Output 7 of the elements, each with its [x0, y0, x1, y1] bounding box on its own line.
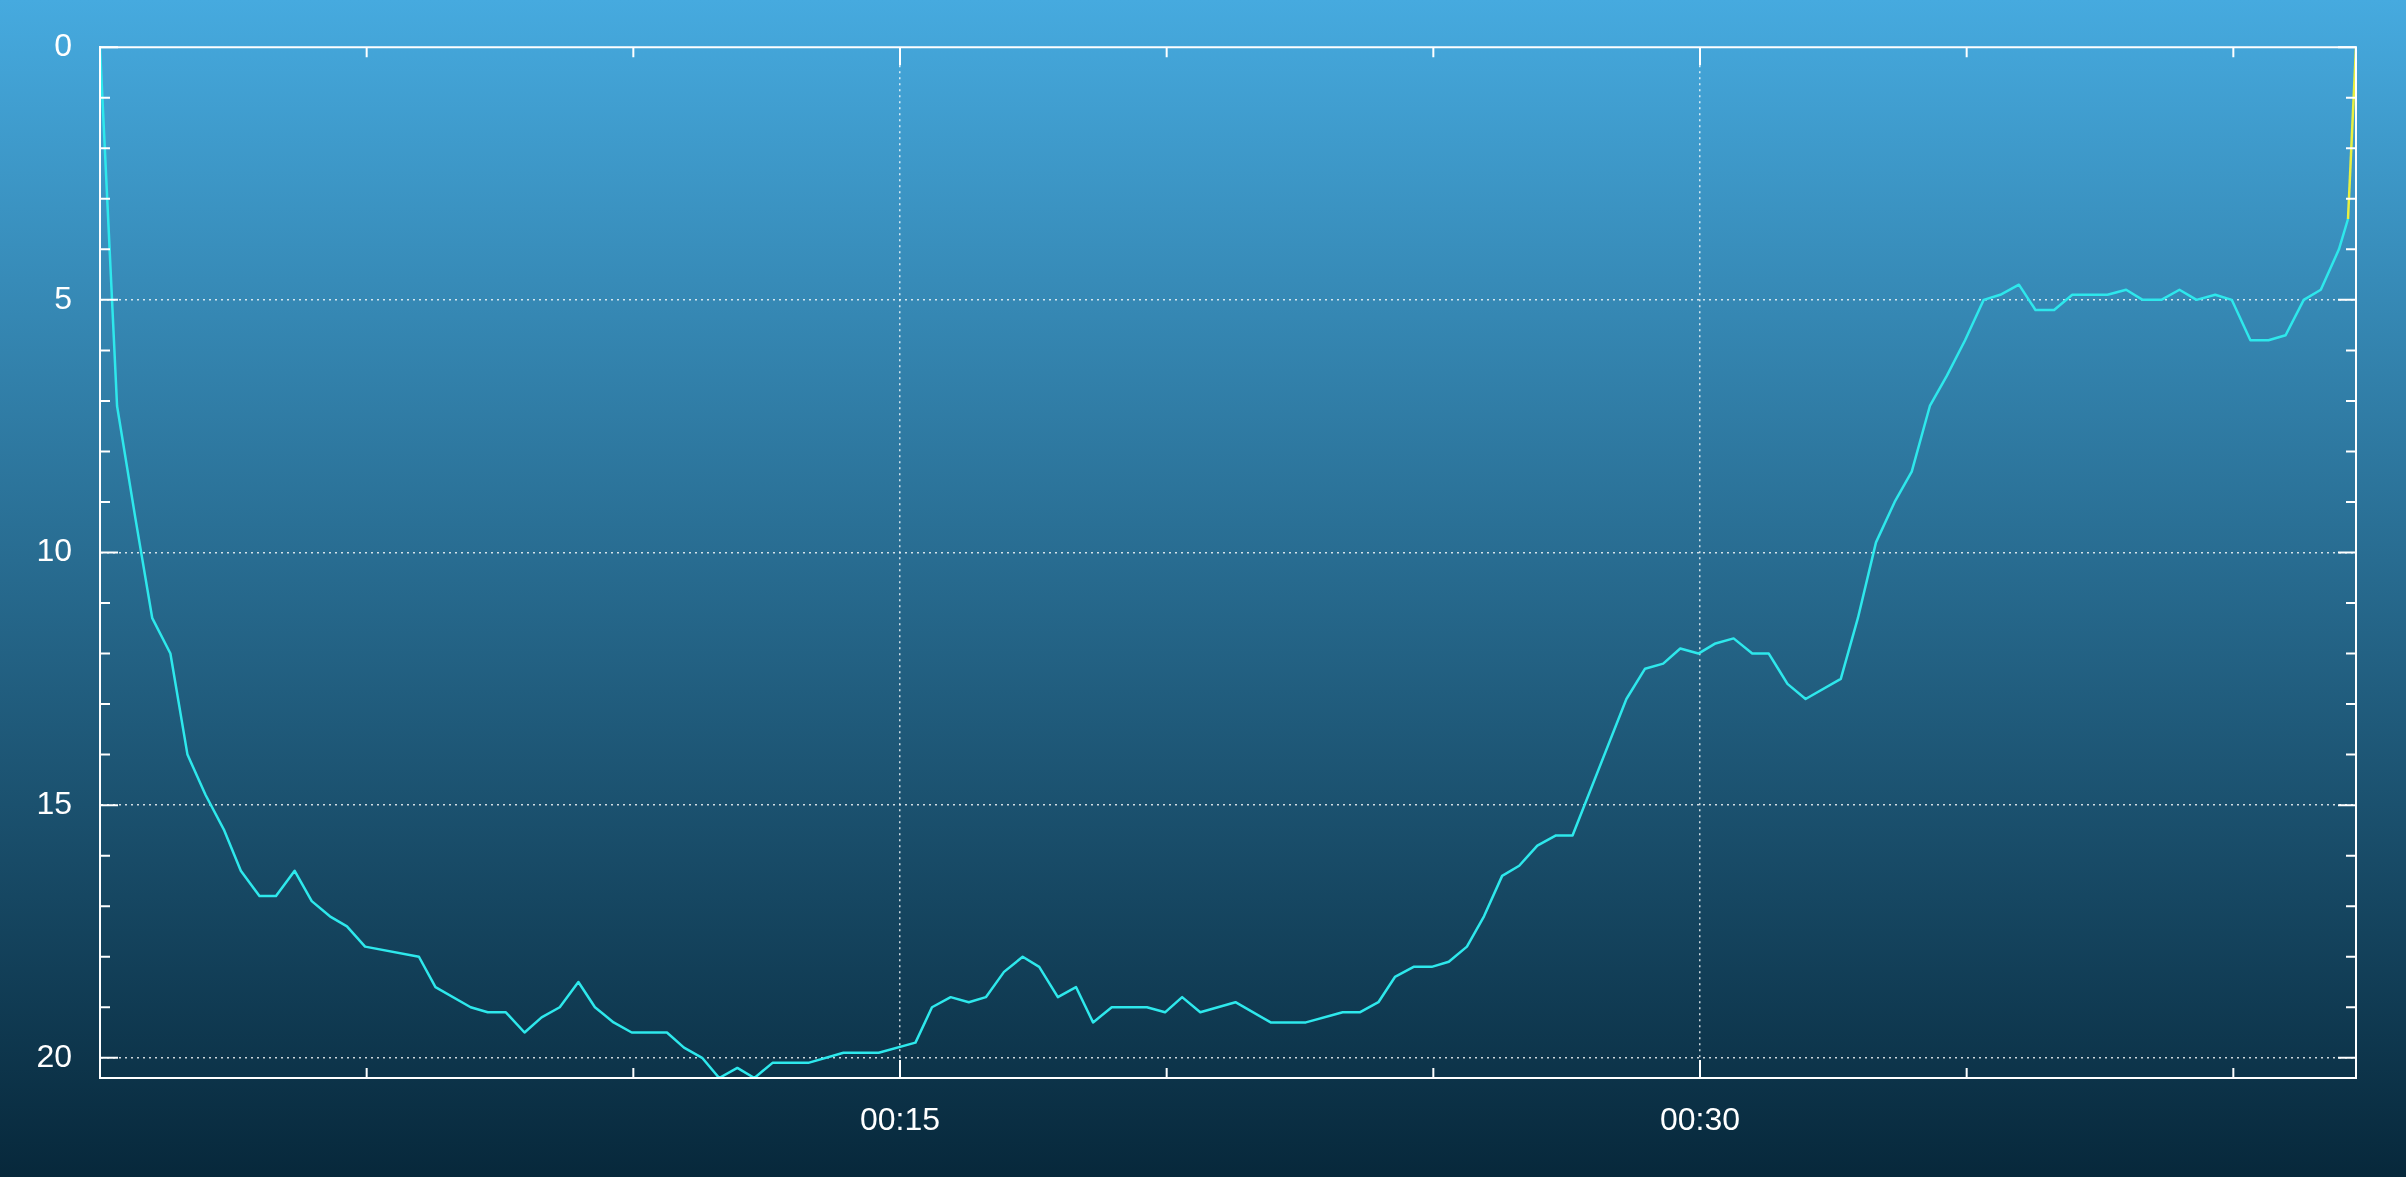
y-tick-label: 5	[54, 279, 72, 316]
y-tick-label: 10	[36, 532, 72, 569]
y-tick-label: 15	[36, 784, 72, 821]
x-tick-label: 00:30	[1659, 1101, 1741, 1138]
y-tick-label: 20	[36, 1037, 72, 1074]
y-tick-label: 0	[54, 27, 72, 64]
x-tick-label: 00:15	[859, 1101, 941, 1138]
